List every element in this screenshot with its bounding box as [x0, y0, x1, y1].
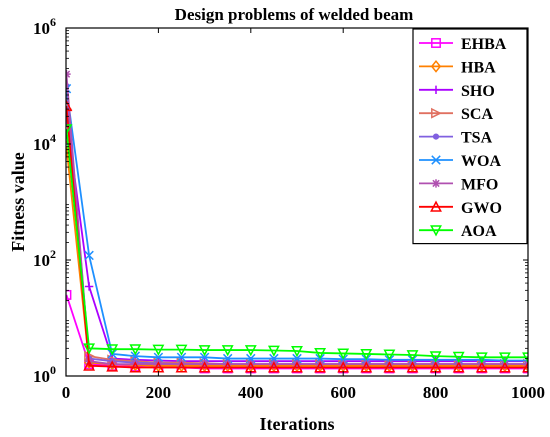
data-point-aoa	[83, 343, 96, 355]
x-tick-label: 1000	[511, 383, 545, 402]
legend-label-tsa: TSA	[461, 130, 493, 147]
y-axis-label: Fitness value	[8, 152, 28, 252]
legend-label-hba: HBA	[461, 59, 496, 76]
y-tick-label: 102	[33, 247, 56, 270]
legend-label-mfo: MFO	[461, 176, 498, 193]
legend-item-sho: SHO	[419, 83, 495, 100]
y-tick-label: 106	[33, 15, 56, 38]
legend-item-aoa: AOA	[419, 223, 497, 240]
data-point-aoa	[360, 348, 373, 361]
legend-item-woa: WOA	[419, 153, 501, 170]
plot-content	[66, 69, 528, 374]
data-point-aoa	[337, 348, 350, 360]
data-point-woa	[153, 352, 164, 363]
data-point-aoa	[152, 344, 165, 356]
data-point-gwo	[314, 361, 327, 373]
legend-marker-aoa	[430, 225, 442, 237]
data-point-gwo	[452, 361, 465, 373]
x-axis: 0 200 400 600 800 1000	[62, 28, 545, 402]
legend-marker-gwo	[430, 200, 442, 212]
data-point-gwo	[360, 361, 373, 373]
legend-label-sca: SCA	[461, 106, 493, 123]
x-tick-label: 200	[146, 383, 172, 402]
data-point-aoa	[429, 351, 442, 363]
legend-label-sho: SHO	[461, 83, 495, 100]
legend-marker-tsa	[432, 133, 440, 140]
x-tick-label: 400	[238, 383, 264, 402]
y-tick-label: 104	[33, 131, 56, 154]
data-point-gwo	[406, 361, 419, 373]
data-point-aoa	[106, 344, 119, 356]
data-point-aoa	[452, 351, 465, 364]
data-point-aoa	[475, 352, 488, 364]
data-point-aoa	[314, 347, 327, 360]
legend-label-ehba: EHBA	[461, 36, 507, 53]
legend-item-sca: SCA	[419, 106, 493, 123]
data-point-aoa	[522, 352, 528, 364]
data-point-gwo	[498, 361, 511, 373]
data-point-sho	[84, 282, 94, 291]
data-point-woa	[84, 250, 94, 261]
data-point-gwo	[175, 361, 188, 373]
data-point-woa	[199, 352, 210, 363]
x-tick-label: 600	[330, 383, 356, 402]
data-point-aoa	[129, 344, 142, 356]
chart-title: Design problems of welded beam	[175, 5, 414, 24]
legend-label-woa: WOA	[461, 153, 501, 170]
data-point-gwo	[522, 361, 528, 373]
legend-marker-woa	[431, 155, 441, 165]
data-point-gwo	[83, 359, 96, 371]
plot-frame	[65, 27, 529, 377]
legend-item-ehba: EHBA	[419, 36, 507, 53]
data-point-gwo	[221, 361, 234, 373]
legend-marker-sca	[431, 107, 442, 119]
x-tick-label: 800	[423, 383, 449, 402]
legend-marker-ehba	[431, 38, 441, 48]
series-line-aoa	[66, 129, 528, 359]
legend-item-hba: HBA	[419, 59, 496, 76]
data-point-aoa	[498, 352, 511, 364]
series-gwo	[66, 99, 528, 373]
legend-item-mfo: MFO	[419, 176, 498, 193]
legend-marker-hba	[430, 60, 442, 73]
legend-marker-mfo	[431, 179, 441, 188]
data-point-aoa	[198, 345, 211, 357]
data-point-gwo	[129, 361, 142, 373]
x-axis-label: Iterations	[260, 414, 335, 434]
data-point-woa	[130, 351, 141, 361]
data-point-gwo	[267, 361, 280, 373]
legend-label-aoa: AOA	[461, 223, 497, 240]
data-point-gwo	[383, 361, 396, 373]
legend-marker-sho	[431, 85, 441, 94]
legend-label-gwo: GWO	[461, 200, 502, 217]
data-point-aoa	[244, 345, 257, 357]
x-tick-label: 0	[62, 383, 71, 402]
data-point-gwo	[198, 361, 211, 373]
legend-item-tsa: TSA	[419, 130, 493, 147]
data-point-aoa	[406, 350, 419, 362]
legend: EHBA HBA SHO SCA TSA WOA MFO GWO AOA	[412, 28, 528, 245]
series-aoa	[66, 124, 528, 364]
series-line-gwo	[66, 106, 528, 369]
data-point-gwo	[291, 361, 303, 373]
data-point-mfo	[108, 359, 117, 369]
data-point-woa	[176, 352, 187, 363]
legend-item-gwo: GWO	[419, 200, 502, 217]
data-point-aoa	[291, 346, 303, 358]
data-point-gwo	[106, 360, 119, 372]
y-tick-label: 100	[33, 363, 56, 386]
data-point-gwo	[475, 361, 488, 373]
data-point-aoa	[221, 345, 234, 357]
data-point-aoa	[267, 345, 280, 357]
data-point-aoa	[175, 344, 188, 356]
data-point-aoa	[383, 349, 396, 361]
